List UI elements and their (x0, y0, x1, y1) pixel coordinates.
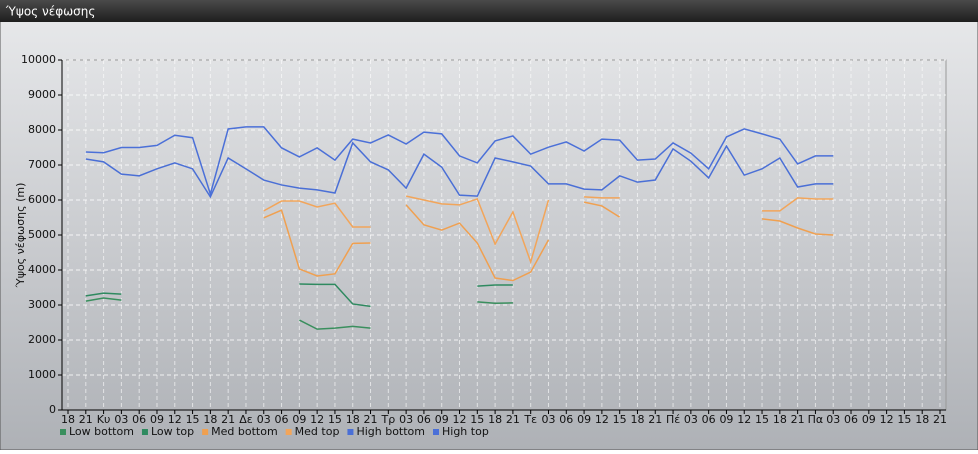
x-tick-label: Τρ (380, 413, 395, 426)
series-line (263, 201, 834, 282)
x-tick-label: 03 (826, 413, 840, 426)
x-tick-label: 03 (114, 413, 128, 426)
x-tick-label: 21 (221, 413, 235, 426)
y-tick-label: 2000 (28, 333, 56, 346)
x-tick-label: 09 (577, 413, 591, 426)
x-tick-label: 21 (791, 413, 805, 426)
x-tick-label: 15 (186, 413, 200, 426)
x-tick-label: Πα (808, 413, 824, 426)
x-tick-label: 18 (203, 413, 217, 426)
y-tick-label: 3000 (28, 298, 56, 311)
x-tick-label: 12 (453, 413, 467, 426)
title-bar (0, 0, 978, 22)
series-line (85, 141, 834, 199)
x-tick-label: 15 (613, 413, 627, 426)
x-tick-label: 06 (132, 413, 146, 426)
y-axis-title: Ύψος νέφωσης (m) (14, 183, 27, 289)
x-tick-label: 15 (328, 413, 342, 426)
y-tick-label: 8000 (28, 123, 56, 136)
y-tick-label: 7000 (28, 158, 56, 171)
x-tick-label: 03 (399, 413, 413, 426)
x-tick-label: 21 (364, 413, 378, 426)
legend-label: High bottom (356, 425, 425, 438)
legend-label: High top (442, 425, 489, 438)
x-tick-label: Πέ (666, 413, 680, 426)
x-tick-label: 06 (275, 413, 289, 426)
x-tick-label: 18 (630, 413, 644, 426)
x-tick-label: 03 (257, 413, 271, 426)
x-tick-label: 21 (648, 413, 662, 426)
x-tick-label: 09 (435, 413, 449, 426)
x-tick-label: 18 (773, 413, 787, 426)
x-tick-label: 12 (737, 413, 751, 426)
legend-marker (202, 429, 209, 435)
x-tick-label: 21 (506, 413, 520, 426)
x-tick-label: 12 (168, 413, 182, 426)
x-tick-label: 06 (559, 413, 573, 426)
series-line (85, 283, 513, 308)
y-tick-label: 6000 (28, 193, 56, 206)
x-tick-label: 12 (310, 413, 324, 426)
legend-marker (141, 429, 148, 435)
x-tick-label: 06 (702, 413, 716, 426)
y-tick-label: 4000 (28, 263, 56, 276)
x-tick-label: 18 (488, 413, 502, 426)
series-line (85, 126, 834, 197)
legend-label: Med top (295, 425, 340, 438)
x-tick-label: 09 (150, 413, 164, 426)
legend-marker (347, 429, 354, 435)
legend-label: Low top (151, 425, 194, 438)
x-tick-label: 09 (862, 413, 876, 426)
x-tick-label: Κυ (97, 413, 111, 426)
x-tick-label: 18 (915, 413, 929, 426)
x-tick-label: 18 (61, 413, 75, 426)
y-tick-label: 1000 (28, 368, 56, 381)
x-tick-label: 06 (417, 413, 431, 426)
x-tick-label: 18 (346, 413, 360, 426)
series-line (85, 297, 513, 330)
y-tick-label: 10000 (21, 53, 56, 66)
x-tick-label: 21 (79, 413, 93, 426)
y-tick-label: 0 (49, 403, 56, 416)
legend-marker (60, 429, 66, 435)
x-tick-label: 12 (880, 413, 894, 426)
x-tick-label: 12 (595, 413, 609, 426)
x-tick-label: 03 (541, 413, 555, 426)
legend-label: Med bottom (211, 425, 278, 438)
series-line (263, 195, 834, 265)
x-tick-label: 15 (755, 413, 769, 426)
chart-title: Ύψος νέφωσης (5, 5, 95, 19)
legend-marker (285, 429, 292, 435)
legend-label: Low bottom (69, 425, 134, 438)
y-tick-label: 5000 (28, 228, 56, 241)
y-tick-label: 9000 (28, 88, 56, 101)
x-tick-label: 06 (844, 413, 858, 426)
x-tick-label: 15 (897, 413, 911, 426)
x-tick-label: 15 (470, 413, 484, 426)
legend-marker (433, 429, 439, 435)
x-tick-label: 21 (933, 413, 947, 426)
x-tick-label: Δε (239, 413, 253, 426)
x-tick-label: 09 (292, 413, 306, 426)
x-tick-label: 09 (719, 413, 733, 426)
x-tick-label: 03 (684, 413, 698, 426)
x-tick-label: Τε (523, 413, 537, 426)
